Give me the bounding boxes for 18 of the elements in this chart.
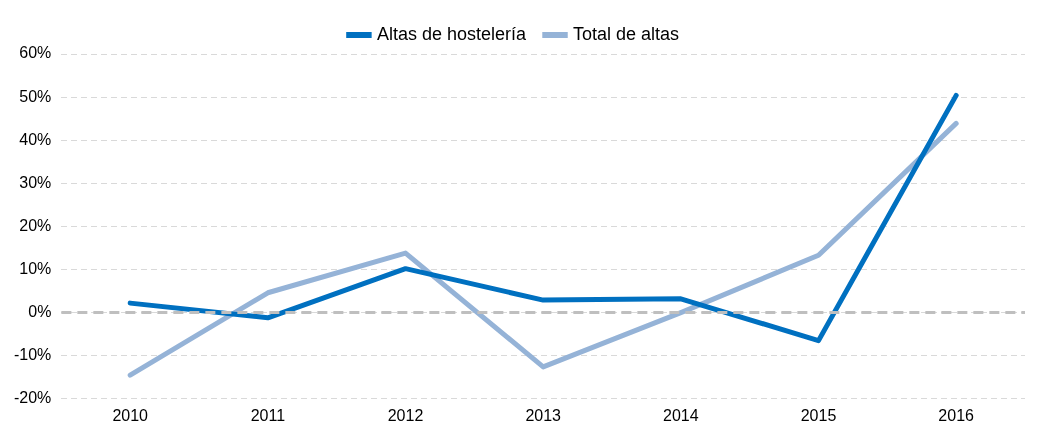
x-tick-label: 2016 [938, 406, 975, 424]
x-tick-label: 2012 [387, 406, 424, 424]
x-tick-label: 2010 [112, 406, 149, 424]
legend-label: Total de altas [573, 23, 680, 44]
x-tick-label: 2013 [525, 406, 562, 424]
y-tick-label: -20% [13, 389, 52, 407]
y-tick-label: 10% [19, 259, 52, 277]
y-tick-label: 30% [19, 173, 52, 191]
x-tick-label: 2015 [800, 406, 837, 424]
y-tick-label: -10% [13, 346, 52, 364]
y-tick-label: 60% [19, 44, 52, 62]
legend-label: Altas de hostelería [376, 23, 527, 44]
x-tick-label: 2011 [250, 406, 286, 424]
y-tick-label: 50% [19, 87, 52, 105]
x-tick-label: 2014 [663, 406, 699, 424]
y-tick-label: 0% [28, 303, 52, 321]
y-tick-label: 40% [19, 130, 52, 148]
y-tick-label: 20% [19, 216, 52, 234]
